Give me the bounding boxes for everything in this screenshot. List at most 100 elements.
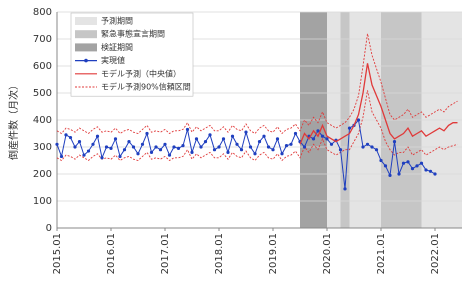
data-point <box>401 161 406 165</box>
legend-label: 予測期間 <box>101 16 133 26</box>
data-point <box>410 167 415 171</box>
data-point <box>176 146 181 150</box>
data-point <box>433 172 437 176</box>
data-point <box>199 145 203 149</box>
data-point <box>266 145 271 149</box>
data-point <box>374 148 379 152</box>
data-point <box>217 145 221 149</box>
y-tick-label: 600 <box>33 61 52 72</box>
data-point <box>190 150 194 154</box>
data-point <box>379 158 383 163</box>
data-point <box>311 137 316 141</box>
data-point <box>100 156 104 160</box>
data-point <box>172 145 176 149</box>
data-point <box>289 142 293 146</box>
legend-label: 緊急事態宣言期間 <box>101 29 165 39</box>
x-tick-label: 2016.01 <box>106 233 117 274</box>
data-point <box>392 140 397 144</box>
data-point <box>95 134 100 138</box>
data-point <box>221 137 226 141</box>
data-point <box>194 137 199 141</box>
data-point <box>424 168 428 172</box>
data-point <box>235 142 239 146</box>
data-point <box>338 148 343 152</box>
data-point <box>127 140 131 144</box>
data-point <box>262 134 266 138</box>
data-point <box>55 142 59 146</box>
data-point <box>347 126 352 130</box>
data-point <box>365 142 370 146</box>
data-point <box>406 160 410 164</box>
data-point <box>356 118 361 122</box>
x-tick-label: 2019.01 <box>268 233 279 274</box>
x-tick-label: 2018.01 <box>214 233 225 274</box>
legend-marker <box>84 58 88 63</box>
legend-label: モデル予測90%信頼区間 <box>101 82 191 92</box>
y-tick-label: 300 <box>33 142 52 153</box>
data-point <box>158 148 163 152</box>
data-point <box>419 161 424 165</box>
data-point <box>284 144 289 148</box>
data-point <box>185 127 190 132</box>
data-point <box>122 148 127 152</box>
data-point <box>140 142 145 146</box>
data-point <box>118 154 122 159</box>
x-tick-label: 2021.01 <box>376 233 387 274</box>
data-point <box>320 134 325 138</box>
y-tick-label: 200 <box>33 169 52 180</box>
y-tick-label: 500 <box>33 88 52 99</box>
data-point <box>109 146 113 150</box>
data-point <box>361 145 365 149</box>
data-point <box>316 129 320 133</box>
data-point <box>82 153 86 157</box>
data-point <box>329 142 334 146</box>
data-point <box>167 153 172 157</box>
y-tick-label: 0 <box>46 223 52 234</box>
data-point <box>86 149 91 153</box>
data-point <box>145 131 149 136</box>
data-point <box>131 145 136 149</box>
data-point <box>226 150 230 154</box>
data-point <box>302 145 307 149</box>
data-point <box>59 154 64 159</box>
legend-label: 実現値 <box>101 55 125 65</box>
data-point <box>230 134 235 138</box>
data-point <box>244 130 248 134</box>
legend-box <box>70 12 194 97</box>
data-point <box>73 145 77 149</box>
data-point <box>77 140 82 144</box>
data-point <box>113 137 118 141</box>
data-point <box>280 152 284 156</box>
y-axis-label: 倒産件数（月次） <box>7 80 20 160</box>
data-point <box>428 169 433 173</box>
data-point <box>64 133 68 137</box>
data-point <box>104 145 109 149</box>
data-point <box>181 144 185 148</box>
legend-swatch <box>75 43 97 52</box>
interval-upper <box>56 33 458 135</box>
data-point <box>257 140 262 144</box>
legend-label: モデル予測（中央値） <box>101 68 181 78</box>
data-point <box>343 187 347 191</box>
legend-swatch <box>75 30 97 39</box>
data-point <box>136 152 140 156</box>
data-point <box>388 173 392 177</box>
data-point <box>253 152 257 156</box>
data-point <box>203 140 208 144</box>
data-point <box>271 148 275 152</box>
data-point <box>325 137 329 141</box>
y-tick-label: 400 <box>33 115 52 126</box>
series-line <box>299 63 458 145</box>
data-point <box>68 135 73 140</box>
data-point <box>212 148 217 152</box>
data-point <box>149 150 154 154</box>
data-point <box>370 145 374 149</box>
interval-lower <box>56 90 458 162</box>
y-tick-label: 700 <box>33 34 52 45</box>
x-tick-label: 2020.01 <box>322 233 333 274</box>
data-point <box>239 148 244 152</box>
data-point <box>154 145 158 149</box>
data-point <box>208 133 212 137</box>
